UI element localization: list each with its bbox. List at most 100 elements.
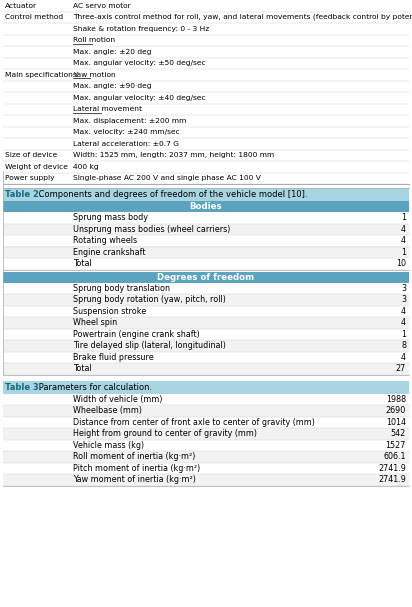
Text: 4: 4	[401, 353, 406, 362]
Text: Shake & rotation frequency: 0 - 3 Hz: Shake & rotation frequency: 0 - 3 Hz	[73, 25, 209, 32]
Text: Sprung body rotation (yaw, pitch, roll): Sprung body rotation (yaw, pitch, roll)	[73, 295, 226, 304]
Bar	[3, 104, 409, 115]
Text: Degrees of freedom: Degrees of freedom	[157, 273, 255, 282]
Bar	[3, 161, 409, 172]
Text: 1527: 1527	[386, 441, 406, 450]
Text: 1: 1	[401, 213, 406, 222]
Bar	[3, 340, 409, 351]
Text: Suspension stroke: Suspension stroke	[73, 307, 146, 316]
Bar	[3, 451, 409, 463]
Text: 10: 10	[396, 259, 406, 268]
Text: Wheelbase (mm): Wheelbase (mm)	[73, 406, 142, 415]
Text: Max. angle: ±90 deg: Max. angle: ±90 deg	[73, 83, 152, 89]
Bar	[3, 351, 409, 363]
Bar	[3, 416, 409, 428]
Bar	[3, 138, 409, 149]
Text: Roll moment of inertia (kg·m²): Roll moment of inertia (kg·m²)	[73, 452, 195, 461]
Text: Brake fluid pressure: Brake fluid pressure	[73, 353, 154, 362]
Bar	[3, 393, 409, 405]
Bar	[3, 46, 409, 58]
Text: 4: 4	[401, 225, 406, 234]
Text: Max. angular velocity: ±50 deg/sec: Max. angular velocity: ±50 deg/sec	[73, 60, 206, 66]
Bar	[3, 172, 409, 184]
Bar	[3, 474, 409, 486]
Text: 1988: 1988	[386, 395, 406, 404]
Text: Sprung mass body: Sprung mass body	[73, 213, 148, 222]
Text: AC servo motor: AC servo motor	[73, 3, 131, 8]
Text: Three-axis control method for roll, yaw, and lateral movements (feedback control: Three-axis control method for roll, yaw,…	[73, 14, 412, 21]
Text: Max. angle: ±20 deg: Max. angle: ±20 deg	[73, 49, 152, 55]
Text: 4: 4	[401, 236, 406, 245]
Text: Parameters for calculation.: Parameters for calculation.	[36, 382, 152, 392]
Text: Control method: Control method	[5, 14, 63, 20]
Bar	[3, 439, 409, 451]
Text: 3: 3	[401, 295, 406, 304]
Text: Actuator: Actuator	[5, 3, 37, 8]
Bar	[3, 328, 409, 340]
Bar	[3, 463, 409, 474]
Bar	[3, 428, 409, 439]
Text: 4: 4	[401, 318, 406, 327]
Text: 2690: 2690	[386, 406, 406, 415]
Text: Lateral acceleration: ±0.7 G: Lateral acceleration: ±0.7 G	[73, 141, 179, 147]
Bar	[3, 188, 409, 201]
Text: 1014: 1014	[386, 418, 406, 427]
Text: Main specifications: Main specifications	[5, 72, 77, 78]
Text: Powertrain (engine crank shaft): Powertrain (engine crank shaft)	[73, 330, 200, 339]
Text: Sprung body translation: Sprung body translation	[73, 283, 170, 293]
Text: Wheel spin: Wheel spin	[73, 318, 117, 327]
Text: 1: 1	[401, 248, 406, 257]
Text: 1: 1	[401, 330, 406, 339]
Bar	[3, 246, 409, 258]
Text: 400 kg: 400 kg	[73, 164, 98, 170]
Bar	[3, 212, 409, 223]
Bar	[3, 149, 409, 161]
Text: Size of device: Size of device	[5, 152, 57, 158]
Text: Max. displacement: ±200 mm: Max. displacement: ±200 mm	[73, 118, 186, 124]
Bar	[3, 258, 409, 270]
Bar	[3, 58, 409, 69]
Text: Engine crankshaft: Engine crankshaft	[73, 248, 145, 257]
Text: 542: 542	[391, 429, 406, 438]
Text: Width of vehicle (mm): Width of vehicle (mm)	[73, 395, 162, 404]
Bar	[3, 12, 409, 23]
Text: Max. angular velocity: ±40 deg/sec: Max. angular velocity: ±40 deg/sec	[73, 95, 206, 101]
Bar	[3, 271, 409, 282]
Text: Total: Total	[73, 364, 92, 373]
Text: Max. velocity: ±240 mm/sec: Max. velocity: ±240 mm/sec	[73, 129, 180, 135]
Text: Table 2.: Table 2.	[5, 190, 42, 199]
Bar	[3, 305, 409, 317]
Text: Vehicle mass (kg): Vehicle mass (kg)	[73, 441, 144, 450]
Text: Total: Total	[73, 259, 92, 268]
Bar	[3, 235, 409, 246]
Bar	[3, 69, 409, 81]
Text: Weight of device: Weight of device	[5, 164, 68, 170]
Text: Power supply: Power supply	[5, 175, 55, 181]
Text: 27: 27	[396, 364, 406, 373]
Bar	[3, 92, 409, 104]
Text: Roll motion: Roll motion	[73, 37, 115, 43]
Text: Distance from center of front axle to center of gravity (mm): Distance from center of front axle to ce…	[73, 418, 315, 427]
Bar	[3, 381, 409, 393]
Text: Yaw motion: Yaw motion	[73, 72, 116, 78]
Bar	[3, 0, 409, 12]
Text: Tire delayed slip (lateral, longitudinal): Tire delayed slip (lateral, longitudinal…	[73, 341, 226, 350]
Text: Unsprung mass bodies (wheel carriers): Unsprung mass bodies (wheel carriers)	[73, 225, 230, 234]
Bar	[3, 223, 409, 235]
Bar	[3, 363, 409, 375]
Text: Table 3.: Table 3.	[5, 382, 42, 392]
Text: Components and degrees of freedom of the vehicle model [10].: Components and degrees of freedom of the…	[36, 190, 308, 199]
Text: Yaw moment of inertia (kg·m²): Yaw moment of inertia (kg·m²)	[73, 475, 196, 484]
Bar	[3, 294, 409, 305]
Bar	[3, 35, 409, 46]
Bar	[3, 405, 409, 416]
Text: Single-phase AC 200 V and single phase AC 100 V: Single-phase AC 200 V and single phase A…	[73, 175, 261, 181]
Bar	[3, 126, 409, 138]
Text: 2741.9: 2741.9	[378, 464, 406, 473]
Text: 3: 3	[401, 283, 406, 293]
Text: Bodies: Bodies	[190, 202, 222, 211]
Bar	[3, 201, 409, 212]
Text: Lateral movement: Lateral movement	[73, 106, 142, 112]
Bar	[3, 317, 409, 328]
Text: 4: 4	[401, 307, 406, 316]
